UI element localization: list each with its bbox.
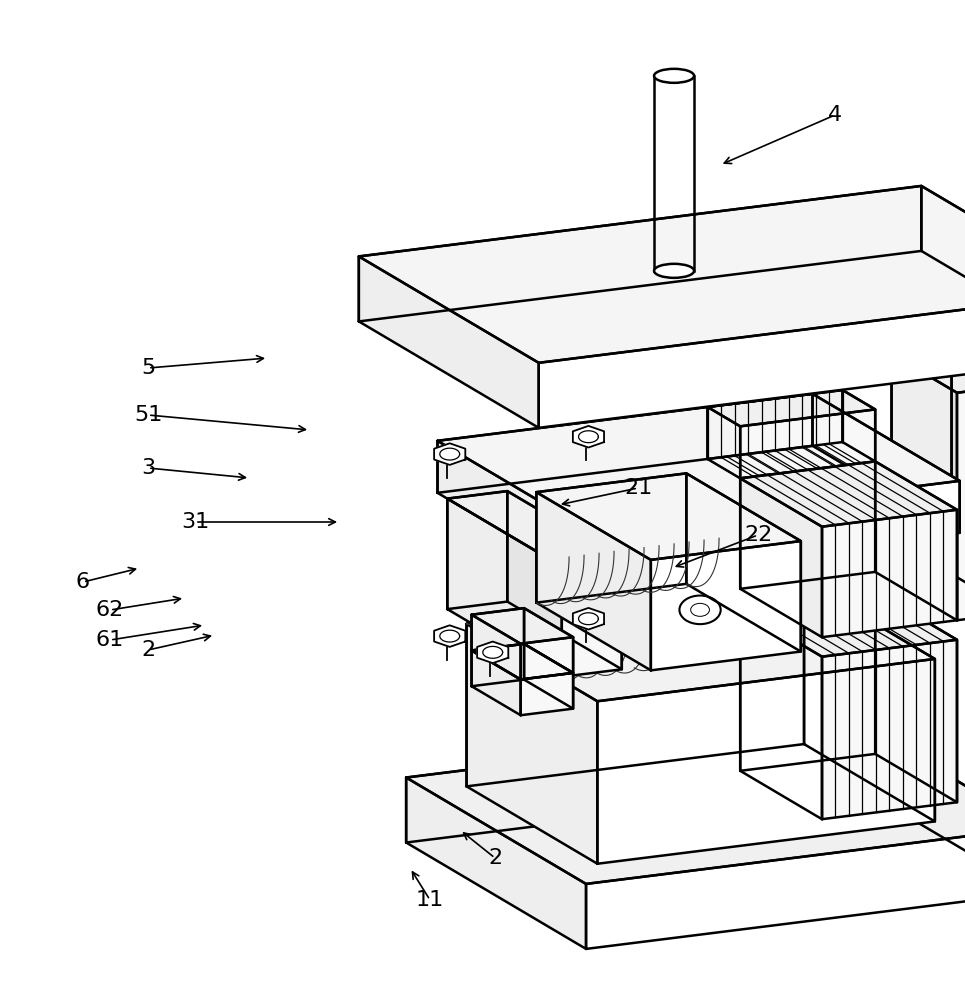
Polygon shape — [856, 721, 965, 893]
Polygon shape — [472, 615, 521, 679]
Text: 2: 2 — [141, 640, 155, 660]
Polygon shape — [740, 591, 875, 771]
Polygon shape — [562, 559, 621, 677]
Text: 61: 61 — [96, 630, 124, 650]
Polygon shape — [585, 481, 959, 580]
Polygon shape — [448, 491, 508, 609]
Text: 2: 2 — [488, 848, 502, 868]
Polygon shape — [406, 778, 586, 949]
Polygon shape — [875, 461, 957, 620]
Polygon shape — [521, 673, 573, 715]
Text: 51: 51 — [134, 405, 162, 425]
Polygon shape — [521, 637, 573, 679]
Polygon shape — [472, 608, 524, 650]
Text: 6: 6 — [76, 572, 90, 592]
Polygon shape — [508, 491, 621, 669]
Polygon shape — [472, 650, 521, 715]
Polygon shape — [597, 659, 935, 864]
Polygon shape — [892, 354, 957, 620]
Polygon shape — [359, 256, 538, 428]
Polygon shape — [740, 461, 957, 527]
Polygon shape — [406, 721, 965, 884]
Polygon shape — [524, 608, 573, 673]
Polygon shape — [466, 624, 597, 864]
Polygon shape — [707, 407, 740, 478]
Polygon shape — [434, 625, 465, 647]
Polygon shape — [586, 828, 965, 949]
Polygon shape — [740, 591, 957, 657]
Polygon shape — [892, 347, 965, 393]
Polygon shape — [804, 582, 935, 821]
Polygon shape — [437, 441, 585, 580]
Polygon shape — [359, 186, 965, 363]
Text: 3: 3 — [141, 458, 155, 478]
Text: 31: 31 — [180, 512, 209, 532]
Polygon shape — [813, 394, 959, 533]
Polygon shape — [822, 640, 957, 819]
Polygon shape — [537, 473, 801, 560]
Polygon shape — [448, 491, 621, 566]
Polygon shape — [359, 186, 922, 321]
Polygon shape — [740, 409, 875, 478]
Polygon shape — [437, 394, 813, 493]
Polygon shape — [686, 473, 801, 652]
Polygon shape — [842, 390, 875, 461]
Polygon shape — [922, 186, 965, 357]
Ellipse shape — [654, 264, 694, 278]
Polygon shape — [437, 394, 959, 528]
Polygon shape — [707, 390, 875, 426]
Polygon shape — [472, 644, 524, 686]
Polygon shape — [740, 478, 822, 637]
Polygon shape — [892, 347, 951, 582]
Polygon shape — [573, 608, 604, 630]
Text: 22: 22 — [744, 525, 772, 545]
Polygon shape — [951, 347, 965, 613]
Polygon shape — [477, 642, 509, 663]
Polygon shape — [740, 461, 875, 589]
Polygon shape — [537, 473, 686, 603]
Ellipse shape — [654, 69, 694, 83]
Polygon shape — [434, 443, 465, 465]
Polygon shape — [406, 721, 856, 843]
Text: 62: 62 — [96, 600, 124, 620]
Polygon shape — [957, 385, 965, 620]
Polygon shape — [466, 582, 935, 701]
Polygon shape — [537, 492, 650, 670]
Polygon shape — [740, 608, 822, 819]
Text: 5: 5 — [141, 358, 155, 378]
Polygon shape — [538, 292, 965, 428]
Polygon shape — [707, 390, 842, 459]
Polygon shape — [472, 644, 573, 679]
Polygon shape — [448, 499, 562, 677]
Polygon shape — [472, 608, 573, 644]
Polygon shape — [524, 644, 573, 709]
Text: 4: 4 — [828, 105, 842, 125]
Polygon shape — [466, 582, 804, 786]
Polygon shape — [573, 426, 604, 448]
Text: 11: 11 — [416, 890, 444, 910]
Polygon shape — [822, 510, 957, 637]
Polygon shape — [650, 541, 801, 670]
Polygon shape — [875, 591, 957, 802]
Text: 21: 21 — [624, 478, 652, 498]
